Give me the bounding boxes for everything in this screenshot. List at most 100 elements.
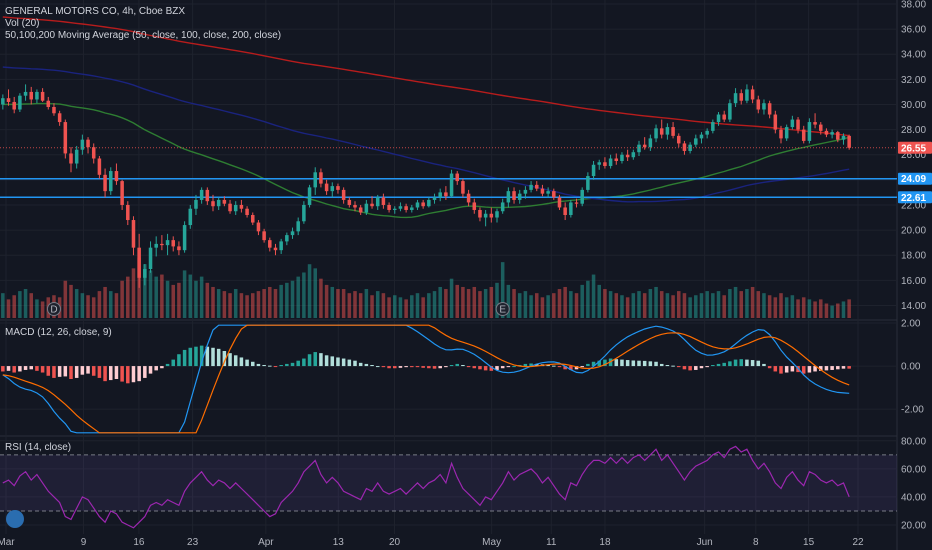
volume-bar (137, 258, 141, 318)
candle-body (12, 101, 16, 110)
candlesticks[interactable] (1, 84, 851, 288)
candle-body (1, 98, 5, 105)
rsi-band-fill (0, 454, 897, 511)
macd-pane[interactable] (1, 324, 851, 434)
candle-body (694, 138, 698, 145)
event-marker-label: E (499, 305, 506, 316)
grid-lines (0, 0, 898, 550)
macd-histogram-bar (750, 360, 755, 367)
macd-histogram-bar (358, 362, 363, 367)
macd-histogram-bar (330, 356, 335, 367)
candle-body (642, 144, 647, 148)
last-price-badge-label: 26.55 (901, 143, 926, 154)
candle-body (682, 143, 687, 151)
volume-bar (250, 293, 255, 318)
volume-legend[interactable]: Vol (20) (5, 18, 40, 29)
tradingview-logo-icon (6, 510, 24, 528)
macd-histogram-bar (23, 366, 28, 370)
volume-bar (131, 268, 136, 318)
candle-body (529, 184, 533, 190)
macd-histogram-bar (762, 363, 766, 367)
volume-bar (665, 293, 670, 318)
candle-body (728, 103, 732, 120)
macd-histogram-bar (711, 365, 715, 367)
candle-body (307, 187, 312, 205)
volume-bar (285, 282, 289, 318)
macd-tick-label: 0.00 (901, 362, 921, 373)
volume-bar (682, 293, 687, 318)
ma-legend[interactable]: 50,100,200 Moving Average (50, close, 10… (5, 30, 282, 41)
macd-histogram-bar (57, 366, 62, 377)
macd-legend[interactable]: MACD (12, 26, close, 9) (5, 327, 112, 338)
event-marker (46, 302, 61, 316)
candle-body (410, 207, 414, 210)
macd-histogram-bar (239, 357, 244, 367)
candle-body (375, 197, 380, 207)
macd-histogram-bar (222, 351, 227, 367)
candle-body (256, 222, 261, 232)
rsi-pane[interactable] (0, 445, 897, 529)
macd-histogram-bar (307, 354, 312, 367)
macd-histogram-bar (824, 366, 829, 371)
time-tick-label: 9 (81, 537, 87, 548)
macd-histogram-bar (86, 366, 90, 374)
candle-body (449, 173, 454, 197)
candle-body (836, 132, 840, 140)
horizontal-levels[interactable] (0, 177, 897, 199)
volume-bar (353, 291, 357, 318)
candle-body (199, 189, 204, 200)
candle-body (52, 106, 56, 114)
candle-body (444, 192, 448, 197)
time-tick-label: 18 (599, 537, 611, 548)
macd-histogram-bar (466, 366, 471, 368)
macd-histogram-bar (427, 366, 431, 369)
volume-bar (307, 264, 312, 318)
candle-body (273, 247, 278, 251)
volume-bar (18, 291, 22, 318)
moving-averages (2, 16, 850, 219)
macd-histogram-bar (97, 366, 102, 378)
volume-bar (63, 280, 68, 318)
candle-body (154, 243, 158, 248)
volume-bar (23, 289, 28, 318)
macd-histogram-bar (74, 366, 79, 378)
macd-histogram-bar (290, 362, 295, 367)
candle-body (324, 183, 329, 192)
candle-body (586, 176, 590, 190)
price-tick-label: 32.00 (901, 75, 926, 86)
time-axis[interactable]: Mar 9 16 23 Apr 13 20 May 11 18 Jun 8 15 22 (0, 537, 864, 548)
time-tick-label: 15 (803, 537, 815, 548)
candle-body (182, 225, 187, 251)
macd-histogram-bar (421, 366, 425, 368)
rsi-tick-label: 80.00 (901, 436, 926, 447)
candle-body (262, 231, 266, 241)
candle-body (108, 171, 113, 192)
ma200-line (2, 16, 850, 137)
candle-body (569, 202, 573, 216)
volume-bar (432, 291, 437, 318)
macd-histogram-bar (381, 366, 386, 368)
macd-histogram-bar (353, 360, 357, 367)
rsi-legend[interactable]: RSI (14, close) (5, 442, 72, 453)
macd-histogram-bar (694, 366, 698, 370)
volume-bar (398, 297, 403, 318)
volume-bar (91, 297, 96, 318)
candle-body (421, 202, 425, 207)
candle-body (160, 243, 164, 246)
candle-body (239, 204, 244, 209)
volume-bar (637, 291, 641, 318)
time-tick-label: 8 (753, 537, 759, 548)
event-marker-label: D (50, 305, 57, 316)
macd-histogram-bar (745, 359, 749, 367)
candle-body (171, 240, 176, 247)
symbol-legend[interactable]: GENERAL MOTORS CO, 4h, Cboe BZX (5, 6, 186, 17)
macd-histogram-bar (392, 366, 397, 369)
macd-histogram-bar (722, 362, 726, 367)
price-axis[interactable]: 38.0036.0034.0032.0030.0028.0026.0024.00… (0, 0, 932, 531)
candle-body (194, 199, 198, 209)
volume-bar (500, 262, 505, 318)
volume-bar (444, 289, 448, 318)
volume-bar (80, 293, 85, 318)
